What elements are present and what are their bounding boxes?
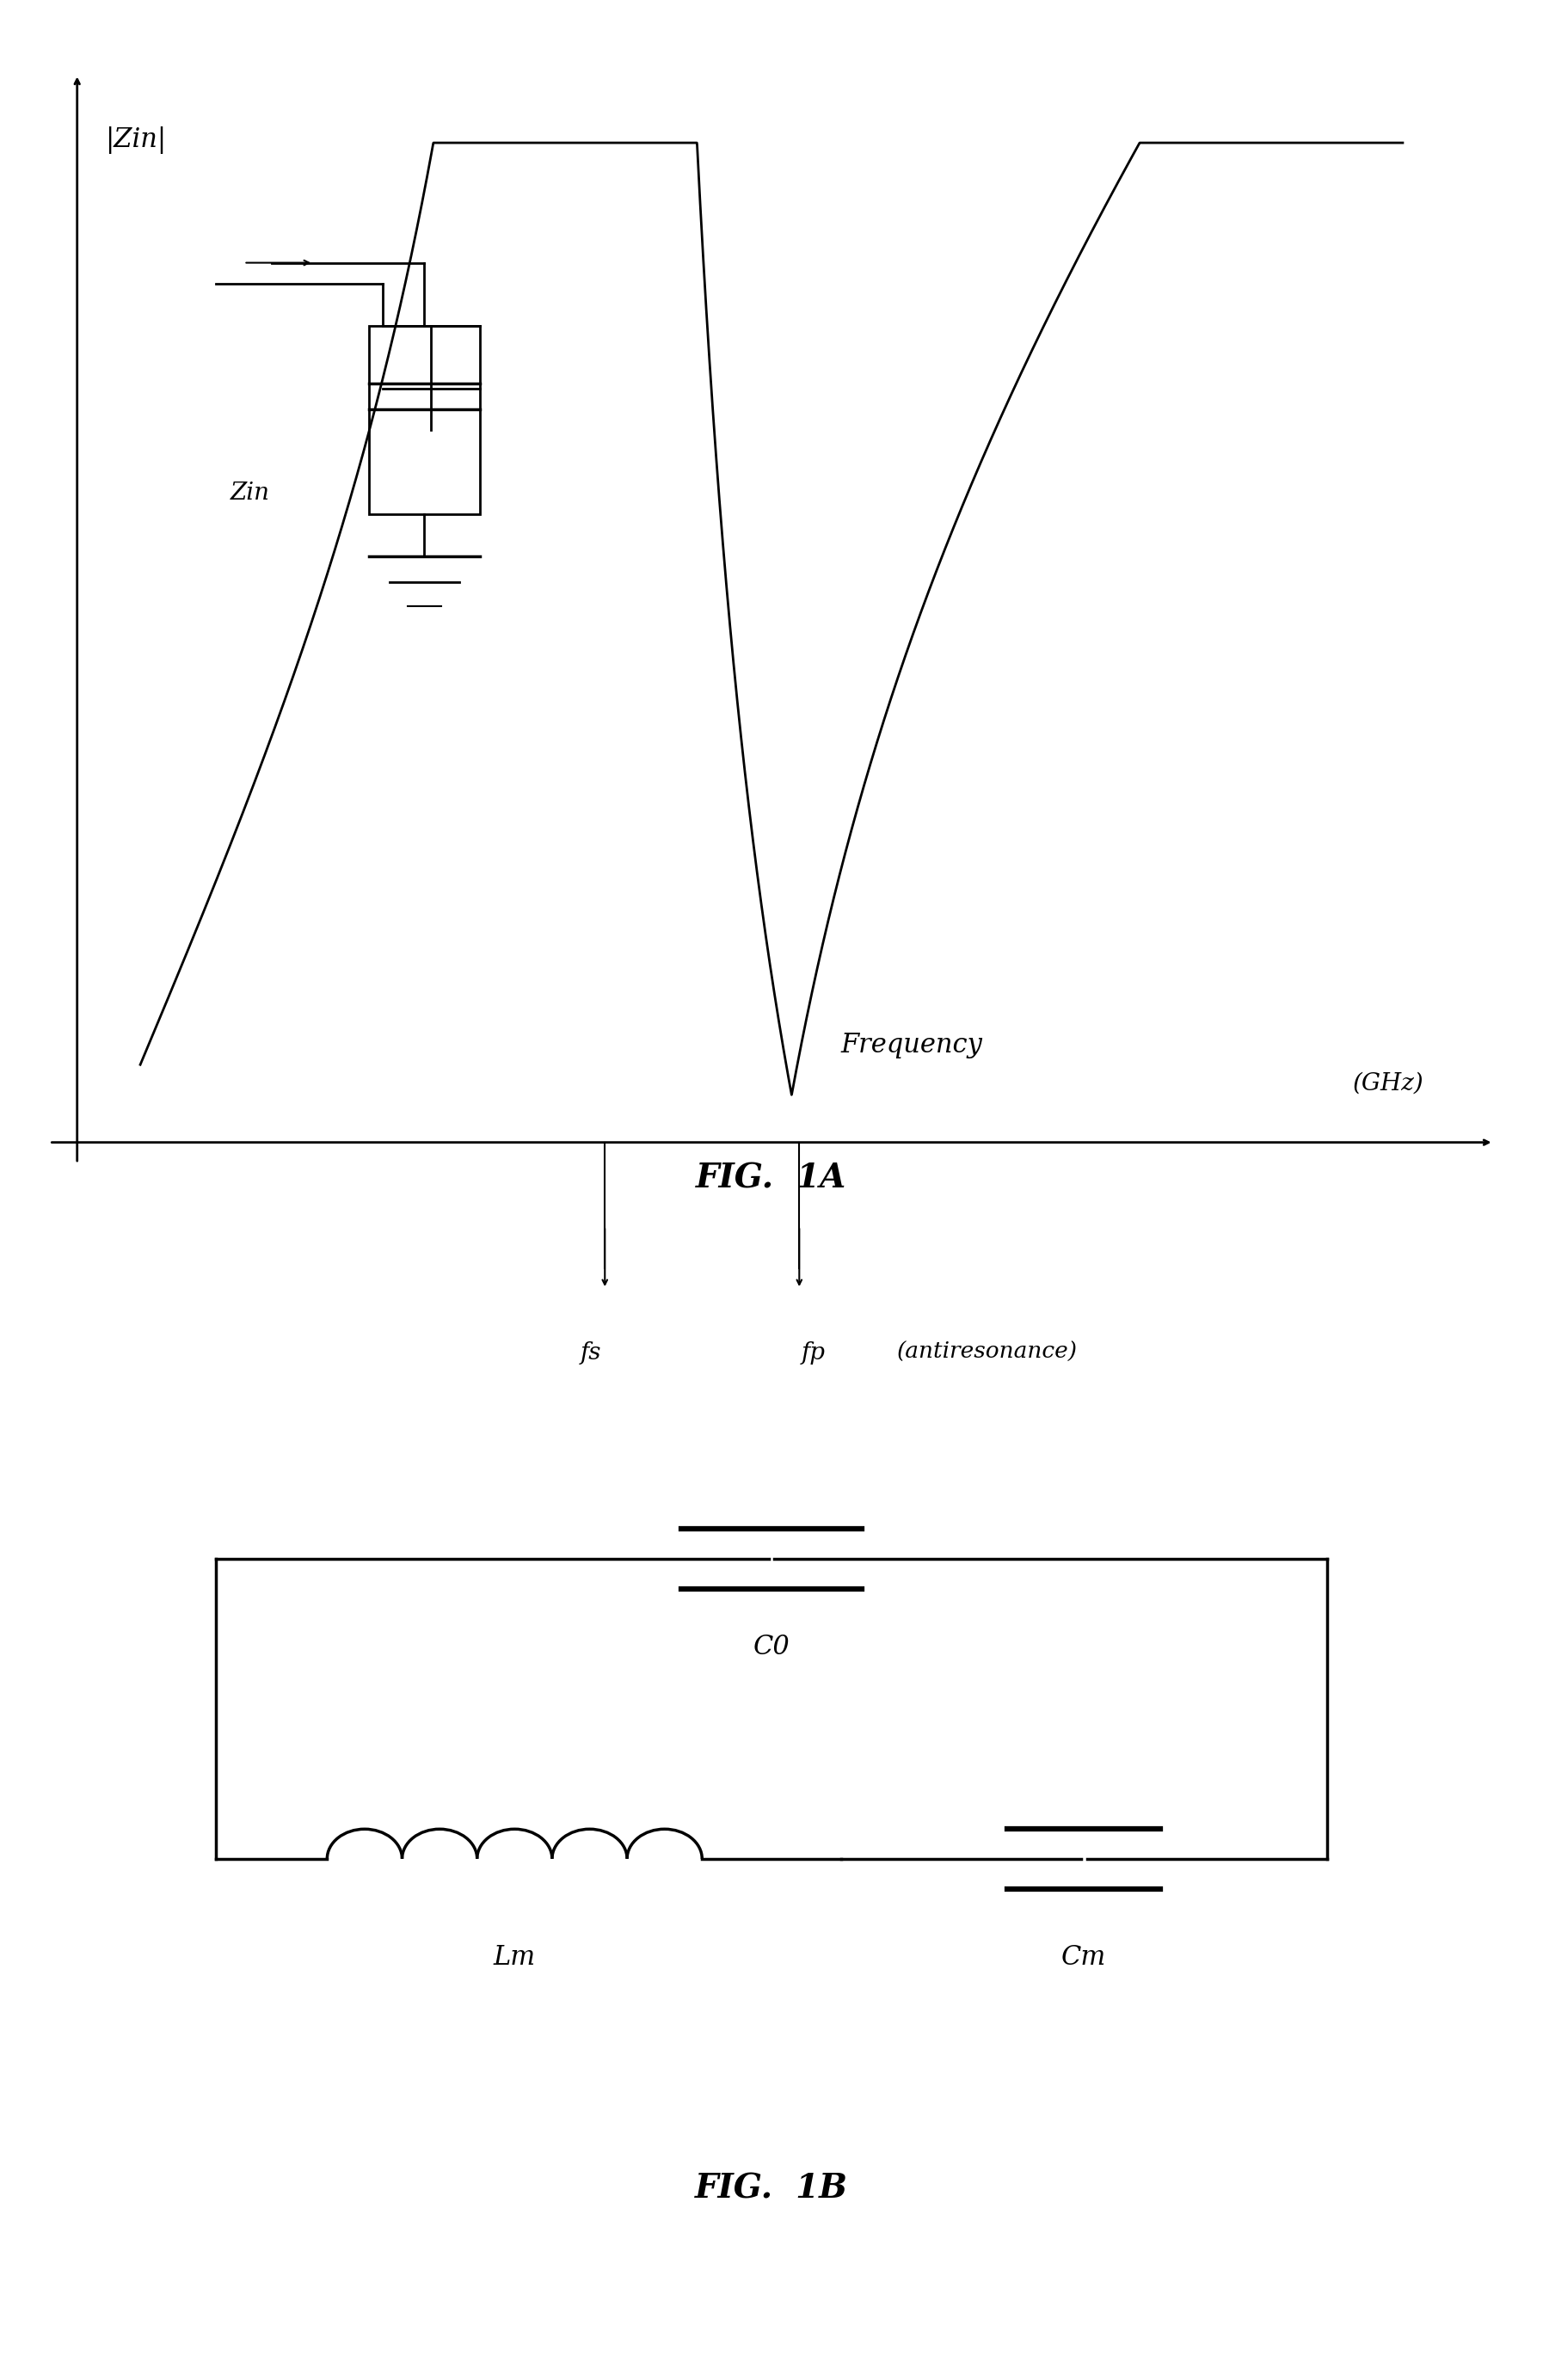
Text: FIG.  1A: FIG. 1A (696, 1161, 847, 1195)
Text: Zin: Zin (230, 481, 270, 505)
Text: Cm: Cm (1062, 1944, 1106, 1971)
Text: Frequency: Frequency (841, 1033, 983, 1059)
Text: (antiresonance): (antiresonance) (896, 1342, 1077, 1364)
Text: fp: fp (801, 1342, 826, 1364)
Text: fs: fs (580, 1342, 602, 1364)
Text: (GHz): (GHz) (1353, 1071, 1424, 1095)
Text: Lm: Lm (494, 1944, 535, 1971)
Bar (369, 326, 480, 514)
Text: FIG.  1B: FIG. 1B (694, 2173, 849, 2204)
Text: |Zin|: |Zin| (105, 126, 167, 155)
Text: C0: C0 (753, 1635, 790, 1661)
